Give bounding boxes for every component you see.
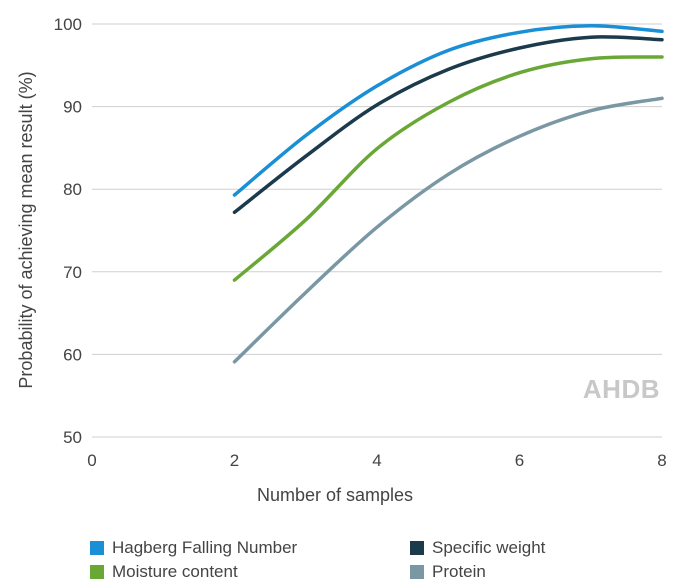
legend-label: Protein	[432, 562, 486, 581]
x-tick-label: 2	[230, 451, 239, 470]
x-tick-label: 8	[657, 451, 666, 470]
series-line-protein	[232, 96, 664, 364]
x-tick-label: 6	[515, 451, 524, 470]
x-axis-ticks: 0 2 4 6 8	[87, 451, 666, 470]
ahdb-watermark: AHDB	[583, 374, 660, 404]
line-chart: 50 60 70 80 90 100 0 2 4 6 8 AHDB Probability of …	[16, 15, 667, 505]
y-tick-label: 60	[63, 345, 82, 364]
legend-swatch	[410, 541, 424, 555]
y-axis-title: Probability of achieving mean result (%)	[16, 71, 36, 388]
series-line-moisture-content	[232, 55, 664, 282]
y-tick-label: 80	[63, 180, 82, 199]
legend-label: Hagberg Falling Number	[112, 538, 298, 557]
y-tick-label: 100	[54, 15, 82, 34]
y-tick-label: 90	[63, 98, 82, 117]
legend: Hagberg Falling Number Specific weight Moi…	[90, 537, 630, 583]
x-axis-title: Number of samples	[257, 485, 413, 505]
legend-item-moisture-content: Moisture content	[90, 561, 410, 583]
legend-item-hagberg-falling-number: Hagberg Falling Number	[90, 537, 410, 559]
y-tick-label: 70	[63, 263, 82, 282]
x-tick-label: 4	[372, 451, 381, 470]
x-tick-label: 0	[87, 451, 96, 470]
legend-item-specific-weight: Specific weight	[410, 537, 630, 559]
legend-item-protein: Protein	[410, 561, 630, 583]
legend-label: Moisture content	[112, 562, 238, 581]
series-line-hagberg-falling-number	[232, 23, 664, 197]
series-line-specific-weight	[232, 35, 664, 215]
legend-label: Specific weight	[432, 538, 546, 557]
y-axis-ticks: 50 60 70 80 90 100	[54, 15, 82, 447]
series-lines	[232, 23, 664, 364]
legend-swatch	[90, 565, 104, 579]
y-tick-label: 50	[63, 428, 82, 447]
legend-swatch	[410, 565, 424, 579]
legend-swatch	[90, 541, 104, 555]
